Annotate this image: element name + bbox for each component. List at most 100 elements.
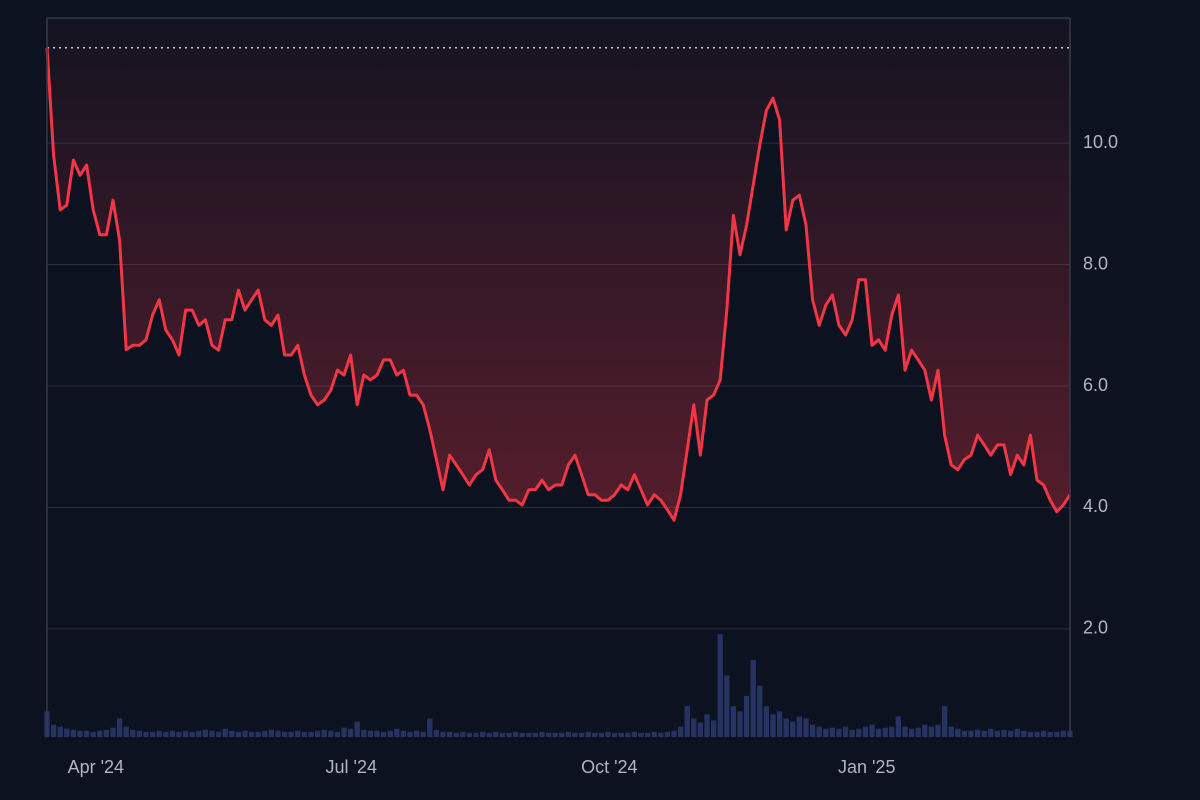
volume-bar [182, 730, 189, 737]
volume-bar [809, 724, 816, 737]
volume-bar [361, 729, 367, 737]
volume-bar [625, 732, 631, 737]
volume-bar [255, 731, 261, 737]
volume-bar [196, 730, 202, 737]
volume-bar [486, 732, 492, 737]
volume-bar [116, 718, 123, 737]
volume-bar [750, 659, 756, 737]
volume-bar [697, 722, 704, 737]
volume-bar [572, 732, 578, 737]
volume-bar [90, 731, 96, 737]
volume-bar [64, 728, 70, 737]
y-tick-label: 10.0 [1083, 132, 1118, 152]
volume-bar [1054, 731, 1060, 737]
volume-bar [552, 732, 558, 737]
volume-bar [1034, 731, 1040, 737]
volume-bar [460, 731, 466, 737]
volume-bar [664, 731, 671, 737]
y-tick-label: 4.0 [1083, 496, 1108, 516]
volume-bar [994, 730, 1001, 737]
volume-bar [123, 726, 129, 737]
volume-bar [631, 731, 638, 737]
y-tick-label: 6.0 [1083, 375, 1108, 395]
volume-bar [862, 726, 869, 737]
y-tick-label: 2.0 [1083, 618, 1108, 638]
volume-bar [875, 728, 882, 737]
volume-bar [717, 634, 723, 737]
volume-bar [314, 730, 321, 737]
volume-bar [215, 731, 222, 737]
volume-bar [539, 731, 545, 737]
volume-bar [347, 728, 354, 737]
volume-bar [281, 731, 288, 737]
volume-bar [453, 732, 459, 737]
volume-bar [301, 731, 308, 737]
volume-bar [691, 718, 697, 737]
volume-bar [684, 706, 690, 737]
volume-bar [446, 731, 453, 737]
volume-bar [235, 731, 242, 737]
volume-bar [763, 706, 770, 737]
volume-bar [163, 731, 169, 737]
volume-bar [790, 721, 796, 737]
volume-bar [941, 706, 948, 737]
x-tick-label: Jan '25 [838, 757, 895, 777]
volume-bar [57, 726, 63, 737]
volume-bar [1021, 730, 1027, 737]
volume-bar [922, 724, 928, 737]
volume-bar [671, 730, 677, 737]
volume-bar [341, 727, 347, 737]
volume-bar [354, 721, 360, 737]
volume-bar [156, 730, 162, 737]
volume-bar [737, 711, 743, 737]
volume-bar [803, 718, 809, 737]
volume-bar [473, 732, 479, 737]
volume-bar [849, 729, 855, 737]
volume-bar [499, 732, 506, 737]
volume-bar [974, 729, 981, 737]
volume-bar [856, 728, 862, 737]
volume-bar [466, 732, 473, 737]
volume-bar [440, 731, 446, 737]
volume-bar [605, 731, 611, 737]
volume-bar [816, 726, 822, 737]
volume-bar [783, 718, 789, 737]
volume-bar [176, 731, 182, 737]
volume-bar [908, 728, 915, 737]
volume-bar [651, 731, 657, 737]
above-line-fill [47, 18, 1070, 521]
volume-bar [1014, 728, 1020, 737]
volume-bar [585, 731, 591, 737]
volume-bar [842, 726, 849, 737]
volume-bar [611, 732, 618, 737]
volume-bar [895, 716, 902, 737]
volume-bar [189, 731, 195, 737]
volume-bar [77, 730, 83, 737]
volume-bar [704, 714, 710, 737]
volume-bar [413, 730, 420, 737]
x-tick-label: Apr '24 [68, 757, 124, 777]
volume-bar [268, 729, 275, 737]
volume-bar [169, 730, 176, 737]
volume-bar [578, 732, 585, 737]
volume-bar [592, 732, 598, 737]
volume-bar [308, 731, 314, 737]
volume-bar [935, 724, 941, 737]
volume-bar [724, 675, 730, 737]
volume-bar [710, 720, 717, 737]
volume-bar [565, 731, 572, 737]
volume-bar [955, 728, 961, 737]
volume-bar [407, 731, 413, 737]
volume-bar [288, 731, 294, 737]
volume-bar [97, 730, 103, 737]
x-tick-label: Oct '24 [581, 757, 637, 777]
volume-bar [730, 706, 737, 737]
volume-bar [869, 724, 875, 737]
volume-bar [328, 730, 334, 737]
y-tick-label: 8.0 [1083, 253, 1108, 273]
volume-bar [149, 731, 156, 737]
volume-bar [961, 730, 968, 737]
volume-bar [506, 732, 512, 737]
volume-bar [334, 731, 341, 737]
